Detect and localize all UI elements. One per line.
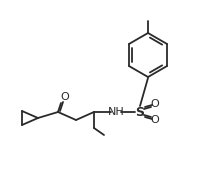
Text: O: O bbox=[151, 99, 159, 109]
Text: NH: NH bbox=[108, 107, 124, 117]
Text: S: S bbox=[135, 105, 144, 118]
Text: O: O bbox=[61, 92, 69, 102]
Text: O: O bbox=[151, 115, 159, 125]
